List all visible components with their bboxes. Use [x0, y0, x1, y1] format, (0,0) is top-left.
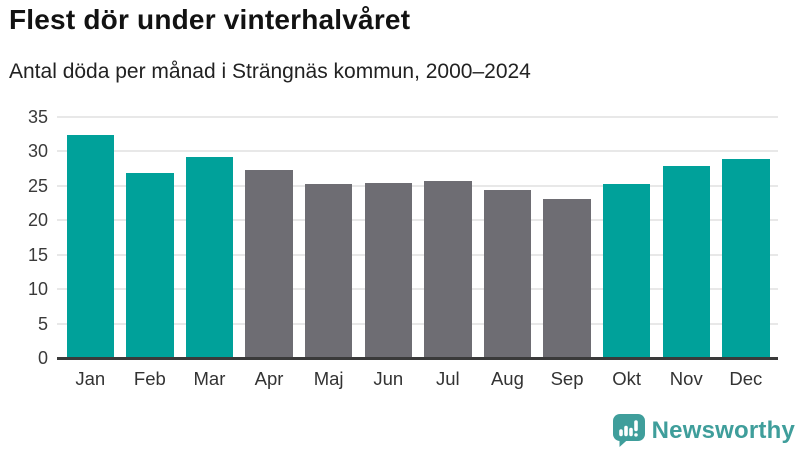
gridline [57, 253, 778, 256]
y-tick-label: 25 [27, 175, 48, 196]
bar-feb [126, 173, 174, 357]
bar-jun [364, 183, 412, 357]
bar-aug [483, 189, 532, 357]
x-tick-label: Apr [254, 368, 284, 389]
x-axis-line [57, 357, 778, 360]
y-tick-label: 30 [27, 141, 48, 162]
chart-subtitle: Antal döda per månad i Strängnäs kommun,… [9, 60, 531, 83]
y-tick-label: 10 [27, 279, 48, 300]
gridline [57, 150, 778, 153]
gridline [57, 322, 778, 325]
y-tick-label: 20 [27, 210, 48, 231]
y-tick-label: 0 [37, 348, 48, 368]
x-tick-label: Maj [313, 368, 344, 389]
gridline [57, 184, 778, 187]
bar-chart-speech-bubble-icon [612, 414, 645, 447]
x-tick-label: Aug [490, 368, 524, 389]
x-tick-label: Jun [373, 368, 404, 389]
bar-okt [602, 184, 651, 357]
y-tick-label: 15 [27, 244, 48, 265]
gridline [57, 288, 778, 291]
gridline [57, 116, 778, 118]
newsworthy-logo-text: Newsworthy [651, 416, 795, 444]
y-tick-label: 35 [27, 107, 48, 127]
bar-jan [66, 135, 114, 357]
x-tick-label: Jul [436, 368, 460, 389]
bar-dec [722, 159, 770, 357]
x-tick-label: Mar [193, 368, 226, 389]
x-tick-label: Sep [550, 368, 584, 389]
bar-jul [424, 181, 472, 357]
x-tick-label: Nov [669, 368, 703, 389]
bar-maj [304, 184, 353, 357]
y-tick-label: 5 [37, 313, 48, 334]
gridline [57, 219, 778, 222]
bar-sep [543, 198, 591, 357]
bar-apr [245, 169, 293, 357]
x-tick-label: Okt [612, 368, 642, 389]
chart-title: Flest dör under vinterhalvåret [9, 4, 411, 35]
x-tick-label: Jan [75, 368, 106, 389]
x-tick-label: Dec [729, 368, 763, 389]
bar-mar [185, 157, 234, 357]
bar-nov [662, 165, 710, 357]
newsworthy-logo[interactable]: Newsworthy [612, 414, 795, 447]
bar-chart-plot-area [57, 116, 778, 360]
x-tick-label: Feb [133, 368, 166, 389]
